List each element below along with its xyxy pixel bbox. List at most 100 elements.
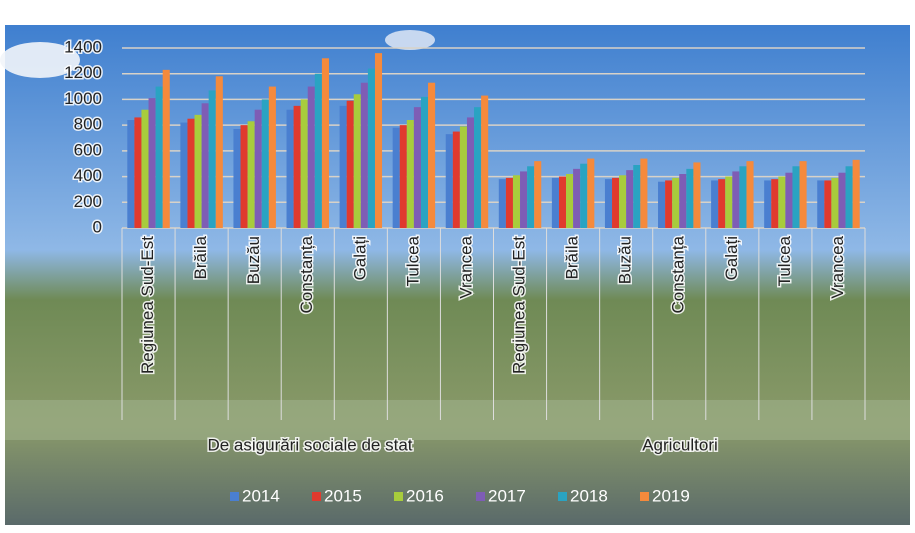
- legend-swatch: [394, 492, 403, 501]
- bar: [633, 165, 641, 228]
- x-tick-label: Galați: [350, 236, 369, 280]
- bar: [445, 134, 453, 228]
- bar: [604, 179, 613, 228]
- bar: [838, 172, 846, 228]
- cloud: [385, 30, 435, 50]
- bar: [679, 174, 687, 228]
- bar: [612, 177, 620, 228]
- bar: [452, 131, 460, 228]
- x-tick-label: Constanța: [297, 235, 316, 313]
- bar: [187, 118, 195, 228]
- bar: [619, 175, 627, 228]
- x-tick-label: Regiunea Sud-Est: [138, 236, 157, 374]
- bar: [428, 82, 436, 228]
- x-tick-label: Constanța: [669, 235, 688, 313]
- bar: [314, 73, 322, 228]
- bar: [353, 94, 361, 229]
- bar: [339, 105, 347, 228]
- bar: [300, 99, 308, 228]
- bar: [551, 177, 559, 228]
- bar: [672, 177, 680, 228]
- bar: [845, 166, 853, 228]
- group-label: De asigurări sociale de stat: [207, 435, 412, 454]
- bar: [134, 117, 142, 228]
- legend-swatch: [476, 492, 485, 501]
- bar: [852, 159, 860, 228]
- bar: [413, 107, 421, 228]
- bar: [686, 168, 694, 228]
- bar: [792, 166, 800, 228]
- legend-label: 2015: [324, 486, 362, 505]
- riverbank: [5, 400, 910, 440]
- x-tick-label: Brăila: [191, 235, 210, 279]
- group-label: Agricultori: [642, 435, 718, 454]
- bar: [566, 174, 574, 228]
- bar: [778, 176, 786, 228]
- bar: [746, 161, 754, 228]
- bar: [725, 176, 733, 228]
- bar: [520, 171, 528, 228]
- bar: [293, 105, 301, 228]
- legend-swatch: [640, 492, 649, 501]
- bar: [527, 166, 535, 228]
- bar: [817, 180, 825, 228]
- y-tick-label: 800: [74, 115, 102, 134]
- bar: [201, 103, 209, 228]
- y-tick-label: 1200: [64, 63, 102, 82]
- y-tick-label: 200: [74, 192, 102, 211]
- y-tick-label: 600: [74, 140, 102, 159]
- bar: [558, 176, 567, 228]
- bar: [406, 120, 414, 228]
- legend-swatch: [312, 492, 321, 501]
- bar: [261, 99, 269, 228]
- bar: [247, 121, 255, 228]
- bar: [194, 114, 202, 228]
- bar: [155, 86, 163, 228]
- bar: [718, 179, 726, 228]
- bar: [268, 86, 276, 228]
- bar: [254, 109, 262, 228]
- bar: [127, 120, 135, 228]
- bar: [286, 109, 294, 228]
- bar: [141, 109, 149, 228]
- x-tick-label: Galați: [722, 236, 741, 280]
- legend-swatch: [230, 492, 239, 501]
- bar: [321, 58, 329, 229]
- bar: [307, 86, 315, 228]
- bar: [392, 127, 400, 228]
- bar: [658, 181, 666, 228]
- bar: [587, 158, 595, 228]
- y-tick-label: 1400: [64, 37, 102, 56]
- legend-swatch: [558, 492, 567, 501]
- x-tick-label: Tulcea: [775, 235, 794, 286]
- bar: [512, 175, 521, 228]
- bar: [474, 107, 482, 228]
- bar: [481, 95, 489, 228]
- y-tick-label: 1000: [64, 89, 102, 108]
- bar: [374, 53, 383, 229]
- bar: [693, 162, 701, 228]
- bar: [498, 179, 506, 228]
- legend-label: 2014: [242, 486, 280, 505]
- bar: [665, 180, 673, 228]
- bar: [466, 117, 475, 228]
- bar: [739, 166, 747, 228]
- y-tick-label: 400: [74, 166, 102, 185]
- x-tick-label: Brăila: [563, 235, 582, 279]
- bar: [162, 69, 170, 228]
- cloud: [0, 42, 80, 78]
- bar: [420, 96, 429, 228]
- bar: [764, 180, 772, 228]
- bar: [346, 100, 354, 228]
- legend-label: 2016: [406, 486, 444, 505]
- legend-label: 2019: [652, 486, 690, 505]
- legend-label: 2018: [570, 486, 608, 505]
- bar: [367, 68, 375, 228]
- bar: [831, 177, 839, 228]
- bar: [534, 161, 542, 228]
- bar: [399, 125, 407, 228]
- bar: [640, 158, 648, 228]
- bar: [180, 122, 188, 228]
- bar: [459, 126, 467, 228]
- bar: [233, 129, 241, 228]
